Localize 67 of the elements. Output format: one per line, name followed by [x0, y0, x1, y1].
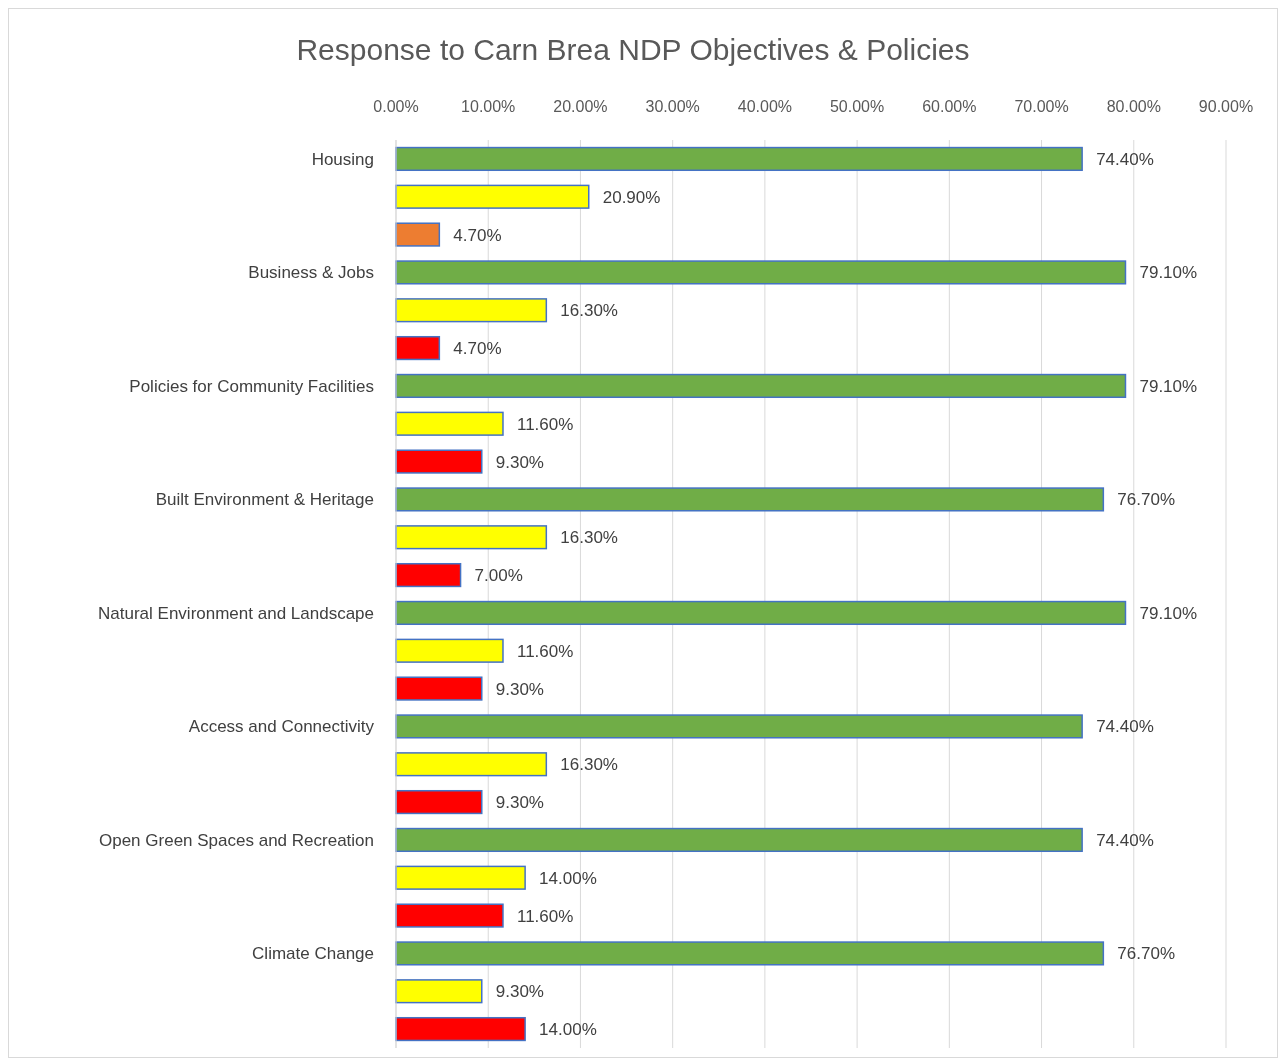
data-label: 11.60%	[516, 906, 574, 926]
data-label: 76.70%	[1117, 944, 1176, 964]
bar	[395, 1016, 526, 1042]
bar	[395, 638, 504, 663]
bar	[395, 941, 1105, 966]
x-tick-label: 40.00%	[737, 98, 793, 115]
data-label: 79.10%	[1139, 376, 1198, 396]
data-label: 9.30%	[495, 793, 544, 813]
x-tick-label: 70.00%	[1014, 98, 1069, 115]
bar	[395, 449, 483, 474]
data-label: 9.30%	[495, 982, 544, 1002]
bar	[395, 184, 590, 209]
y-tick-label: Access and Connectivity	[188, 717, 375, 737]
y-tick-label: Business & Jobs	[248, 263, 374, 283]
data-label: 11.60%	[516, 641, 574, 661]
data-label: 76.70%	[1117, 490, 1176, 510]
data-label: 16.30%	[560, 755, 618, 775]
data-label: 9.30%	[495, 679, 544, 699]
bar	[395, 146, 1083, 172]
bar	[395, 714, 1083, 739]
y-tick-label: Built Environment & Heritage	[155, 490, 374, 510]
x-tick-label: 50.00%	[829, 98, 885, 115]
data-label: 79.10%	[1139, 263, 1198, 283]
bar	[395, 979, 483, 1004]
data-label: 74.40%	[1096, 149, 1154, 169]
bar	[395, 525, 548, 550]
x-tick-label: 60.00%	[922, 98, 977, 115]
bar	[395, 827, 1083, 853]
x-tick-label: 30.00%	[645, 98, 700, 115]
bar	[395, 903, 504, 928]
data-label: 14.00%	[539, 1020, 597, 1040]
data-label: 4.70%	[453, 339, 502, 359]
bar	[395, 752, 548, 777]
x-tick-label: 10.00%	[461, 98, 516, 115]
bar	[395, 335, 441, 361]
data-label: 7.00%	[474, 566, 523, 586]
x-tick-label: 0.00%	[373, 98, 419, 115]
data-label: 74.40%	[1096, 830, 1154, 850]
data-label: 9.30%	[495, 452, 544, 472]
bar	[395, 865, 526, 890]
x-tick-label: 80.00%	[1106, 98, 1161, 115]
data-label: 4.70%	[453, 225, 502, 245]
y-tick-label: Housing	[311, 149, 374, 169]
x-tick-label: 20.00%	[553, 98, 608, 115]
y-tick-label: Natural Environment and Landscape	[98, 603, 374, 623]
data-label: 16.30%	[560, 528, 618, 548]
data-label: 20.90%	[602, 187, 661, 207]
y-tick-label: Climate Change	[252, 944, 374, 964]
bar	[395, 789, 483, 815]
bar	[395, 600, 1127, 626]
chart-title: Response to Carn Brea NDP Objectives & Policies	[296, 33, 970, 66]
bar	[395, 222, 441, 247]
data-label: 79.10%	[1139, 603, 1198, 623]
bar	[395, 260, 1127, 285]
bar	[395, 373, 1127, 399]
data-label: 14.00%	[539, 868, 597, 888]
bar	[395, 298, 548, 323]
y-tick-label: Open Green Spaces and Recreation	[98, 830, 374, 850]
bar	[395, 487, 1105, 512]
y-tick-label: Policies for Community Facilities	[129, 376, 374, 396]
data-label: 16.30%	[560, 301, 618, 321]
data-label: 74.40%	[1096, 717, 1154, 737]
data-label: 11.60%	[516, 414, 574, 434]
bar	[395, 411, 504, 436]
bar	[395, 562, 462, 588]
x-tick-label: 90.00%	[1198, 98, 1254, 115]
bar	[395, 676, 483, 701]
